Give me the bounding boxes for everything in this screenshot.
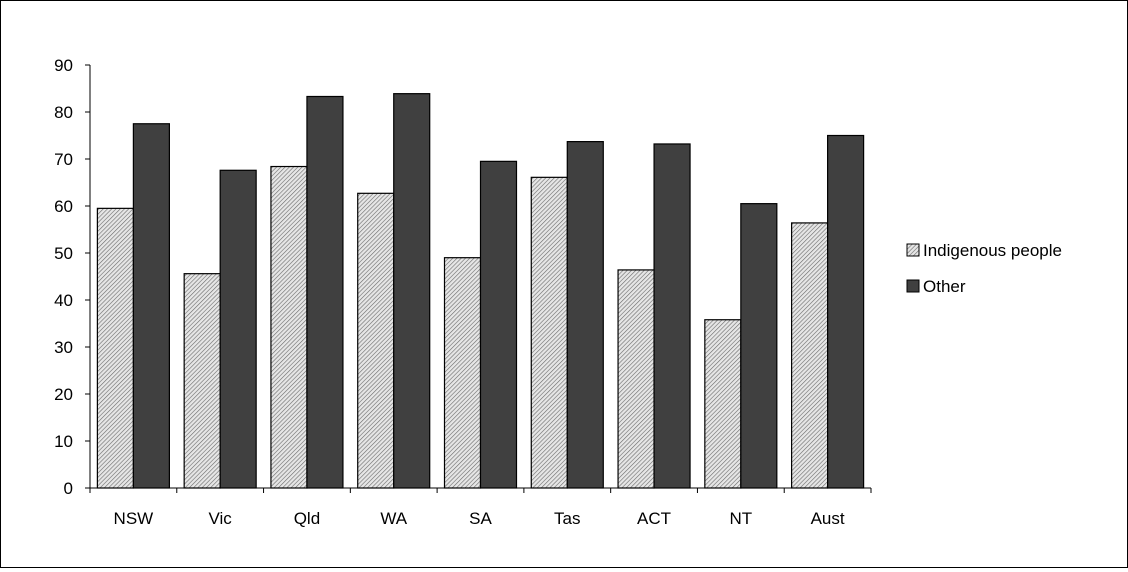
bars [96,93,865,489]
bar-other-nt [740,203,778,489]
y-tick-label: 0 [64,479,73,498]
y-tick-label: 40 [54,291,73,310]
bar-other-act [653,143,691,489]
bar-indigenous-people-sa [443,257,482,489]
y-axis: 0 10 20 30 40 50 60 70 80 90 [54,56,91,498]
y-tick-label: 80 [54,103,73,122]
legend: Indigenous people Other [906,241,1062,296]
y-tick-label: 90 [54,56,73,75]
x-axis: NSW Vic Qld WA SA Tas ACT NT Aust [89,487,872,528]
bar-other-vic [219,169,257,489]
bar-indigenous-people-vic [183,273,221,489]
bar-indigenous-people-act [617,269,655,489]
x-tick-label: Tas [554,509,580,528]
bar-other-wa [393,93,431,489]
bar-other-nsw [132,123,170,489]
legend-swatch-other [906,279,920,293]
bar-indigenous-people-nsw [96,207,134,489]
y-tick-label: 50 [54,244,73,263]
y-tick-label: 30 [54,338,73,357]
x-tick-label: Vic [209,509,233,528]
bar-indigenous-people-qld [270,165,308,489]
bar-indigenous-people-tas [530,176,568,489]
y-tick-label: 70 [54,150,73,169]
legend-label-indigenous-people: Indigenous people [923,241,1062,260]
bar-other-tas [566,141,604,489]
bar-other-aust [827,134,865,489]
y-tick-label: 20 [54,385,73,404]
legend-swatch-indigenous-people [906,243,920,257]
x-tick-label: ACT [637,509,671,528]
legend-label-other: Other [923,277,966,296]
x-tick-label: SA [469,509,492,528]
x-tick-label: Aust [811,509,845,528]
bar-other-qld [306,95,344,489]
bar-indigenous-people-nt [704,319,742,489]
bar-indigenous-people-aust [791,222,829,489]
bar-other-sa [479,160,518,489]
bar-indigenous-people-wa [357,192,395,489]
x-tick-label: Qld [294,509,320,528]
x-tick-label: NT [729,509,752,528]
y-tick-label: 10 [54,432,73,451]
x-tick-label: WA [380,509,407,528]
y-tick-label: 60 [54,197,73,216]
x-tick-label: NSW [114,509,154,528]
